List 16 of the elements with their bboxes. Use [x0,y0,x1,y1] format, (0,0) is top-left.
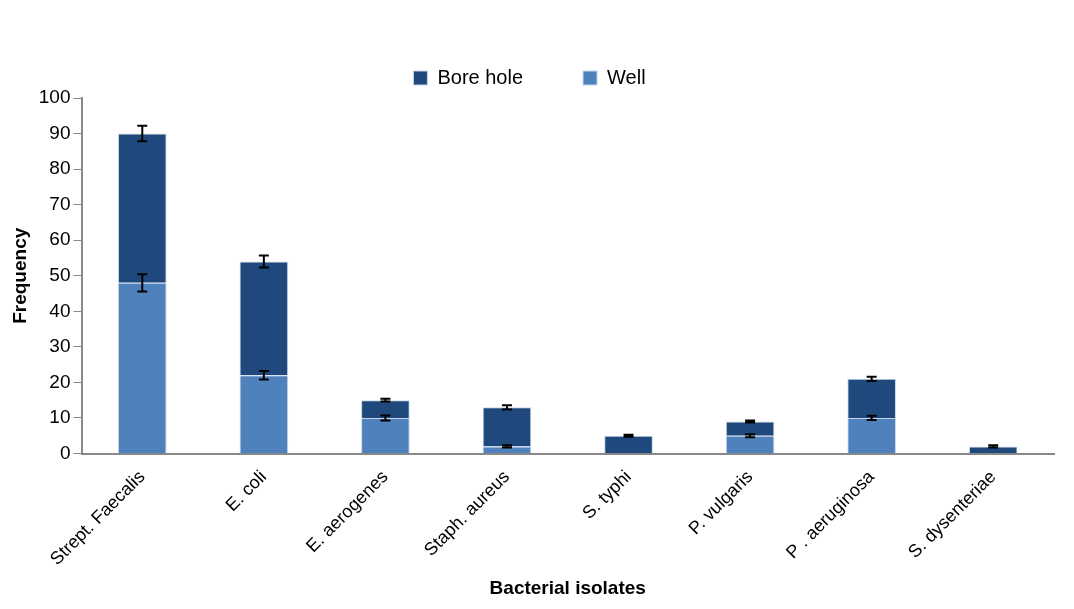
legend-label: Well [607,65,646,88]
y-tick-label: 0 [59,441,71,463]
x-axis-title: Bacterial isolates [489,576,646,598]
y-tick-label: 40 [49,299,71,321]
y-axis-title: Frequency [8,227,30,324]
y-tick-label: 10 [49,406,71,428]
y-tick-label: 90 [49,121,71,143]
y-tick-label: 60 [49,228,71,250]
y-tick-label: 100 [38,86,71,108]
y-tick-label: 30 [49,335,71,357]
legend-label: Bore hole [437,65,524,88]
x-tick-label: E. coli [221,466,271,516]
y-tick-label: 70 [49,192,71,214]
y-tick-label: 80 [49,157,71,179]
y-tick-label: 50 [49,263,71,285]
y-tick-label: 20 [49,370,71,392]
